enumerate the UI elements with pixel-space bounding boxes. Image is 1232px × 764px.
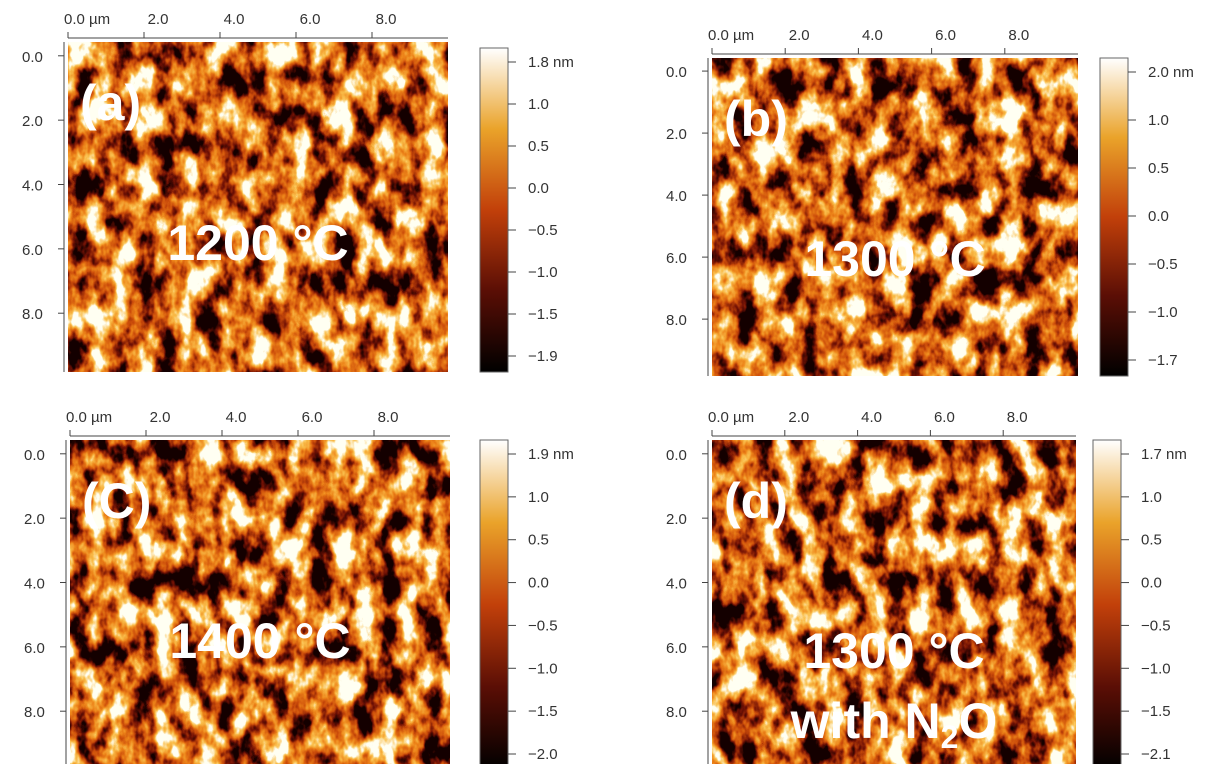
afm-image: [70, 440, 450, 764]
panel-label: (b): [724, 91, 788, 147]
colorbar-label: 1.9 nm: [528, 446, 574, 463]
y-tick-label: 8.0: [24, 704, 45, 721]
y-tick-label: 2.0: [24, 511, 45, 528]
colorbar-label: −0.5: [1141, 617, 1171, 634]
x-tick-label: 0.0 µm: [64, 11, 110, 28]
y-tick-label: 0.0: [24, 447, 45, 464]
temperature: 1400 °C: [169, 613, 350, 669]
colorbar-label: 0.5: [1141, 532, 1162, 549]
y-tick-label: 8.0: [22, 306, 43, 323]
condition: with N2O: [790, 693, 998, 755]
colorbar-label: 0.0: [528, 180, 549, 197]
colorbar-label: −1.9: [528, 348, 558, 365]
colorbar-label: 1.0: [1141, 489, 1162, 506]
colorbar-label: −0.5: [528, 617, 558, 634]
colorbar-label: 0.5: [1148, 160, 1169, 177]
colorbar-label: 1.0: [528, 489, 549, 506]
colorbar-label: 1.0: [528, 96, 549, 113]
afm-image: [712, 440, 1076, 764]
x-tick-label: 6.0: [934, 409, 955, 426]
x-tick-label: 0.0 µm: [66, 409, 112, 426]
x-tick-label: 8.0: [376, 11, 397, 28]
y-tick-label: 8.0: [666, 312, 687, 329]
x-tick-label: 8.0: [378, 409, 399, 426]
y-tick-label: 6.0: [24, 640, 45, 657]
colorbar-label: −2.0: [528, 746, 558, 763]
x-tick-label: 8.0: [1007, 409, 1028, 426]
x-tick-label: 6.0: [300, 11, 321, 28]
panel-label: (C): [82, 473, 151, 529]
x-tick-label: 4.0: [862, 27, 883, 44]
colorbar-label: −1.5: [1141, 703, 1171, 720]
colorbar-label: 2.0 nm: [1148, 64, 1194, 81]
y-tick-label: 8.0: [666, 704, 687, 721]
x-tick-label: 2.0: [789, 27, 810, 44]
colorbar-label: −0.5: [1148, 256, 1178, 273]
panel: 0.0 µm 2.0 4.0 6.0 8.0 0.0 2.0 4.0 6.0 8.0 1.9 nm 1…: [24, 409, 574, 764]
y-tick-label: 4.0: [666, 576, 687, 593]
colorbar-label: 0.5: [528, 532, 549, 549]
colorbar-label: −0.5: [528, 222, 558, 239]
x-tick-label: 6.0: [935, 27, 956, 44]
x-tick-label: 4.0: [861, 409, 882, 426]
y-tick-label: 0.0: [666, 447, 687, 464]
x-tick-label: 2.0: [150, 409, 171, 426]
y-tick-label: 6.0: [666, 640, 687, 657]
colorbar: [479, 47, 509, 373]
colorbar-label: 0.5: [528, 138, 549, 155]
panel: 0.0 µm 2.0 4.0 6.0 8.0 0.0 2.0 4.0 6.0 8.0 1.8 nm 1…: [22, 11, 574, 373]
panel-label: (a): [80, 75, 141, 131]
y-tick-label: 2.0: [22, 113, 43, 130]
colorbar-label: 0.0: [528, 575, 549, 592]
afm-image: [712, 58, 1078, 376]
colorbar-label: 0.0: [1141, 575, 1162, 592]
afm-image: [68, 42, 448, 372]
colorbar-label: 1.8 nm: [528, 54, 574, 71]
y-tick-label: 6.0: [22, 242, 43, 259]
panel: 0.0 µm 2.0 4.0 6.0 8.0 0.0 2.0 4.0 6.0 8.0 1.7 nm 1…: [666, 409, 1187, 764]
panel: 0.0 µm 2.0 4.0 6.0 8.0 0.0 2.0 4.0 6.0 8.0 2.0 nm 1…: [666, 27, 1194, 377]
panel-label: (d): [724, 473, 788, 529]
x-tick-label: 0.0 µm: [708, 409, 754, 426]
colorbar-label: −1.0: [528, 660, 558, 677]
y-tick-label: 6.0: [666, 250, 687, 267]
temperature: 1300 °C: [804, 231, 985, 287]
condition-text: O: [958, 693, 997, 749]
colorbar-label: −1.0: [1148, 304, 1178, 321]
y-tick-label: 4.0: [666, 188, 687, 205]
colorbar-label: 1.0: [1148, 112, 1169, 129]
temperature: 1200 °C: [167, 215, 348, 271]
colorbar-label: −1.7: [1148, 352, 1178, 369]
colorbar-label: −1.5: [528, 703, 558, 720]
colorbar: [1092, 439, 1122, 764]
x-tick-label: 4.0: [226, 409, 247, 426]
colorbar-label: −2.1: [1141, 746, 1171, 763]
x-tick-label: 2.0: [148, 11, 169, 28]
temperature: 1300 °C: [803, 623, 984, 679]
y-tick-label: 2.0: [666, 511, 687, 528]
condition-text: with N: [790, 693, 941, 749]
colorbar-label: −1.5: [528, 306, 558, 323]
colorbar-label: −1.0: [1141, 660, 1171, 677]
x-tick-label: 6.0: [302, 409, 323, 426]
colorbar: [479, 439, 509, 764]
colorbar-label: −1.0: [528, 264, 558, 281]
y-tick-label: 4.0: [22, 178, 43, 195]
x-tick-label: 8.0: [1008, 27, 1029, 44]
y-tick-label: 4.0: [24, 576, 45, 593]
colorbar: [1099, 57, 1129, 377]
y-tick-label: 2.0: [666, 126, 687, 143]
x-tick-label: 2.0: [788, 409, 809, 426]
colorbar-label: 1.7 nm: [1141, 446, 1187, 463]
y-tick-label: 0.0: [22, 49, 43, 66]
subscript: 2: [941, 719, 959, 755]
colorbar-label: 0.0: [1148, 208, 1169, 225]
y-tick-label: 0.0: [666, 64, 687, 81]
x-tick-label: 4.0: [224, 11, 245, 28]
x-tick-label: 0.0 µm: [708, 27, 754, 44]
